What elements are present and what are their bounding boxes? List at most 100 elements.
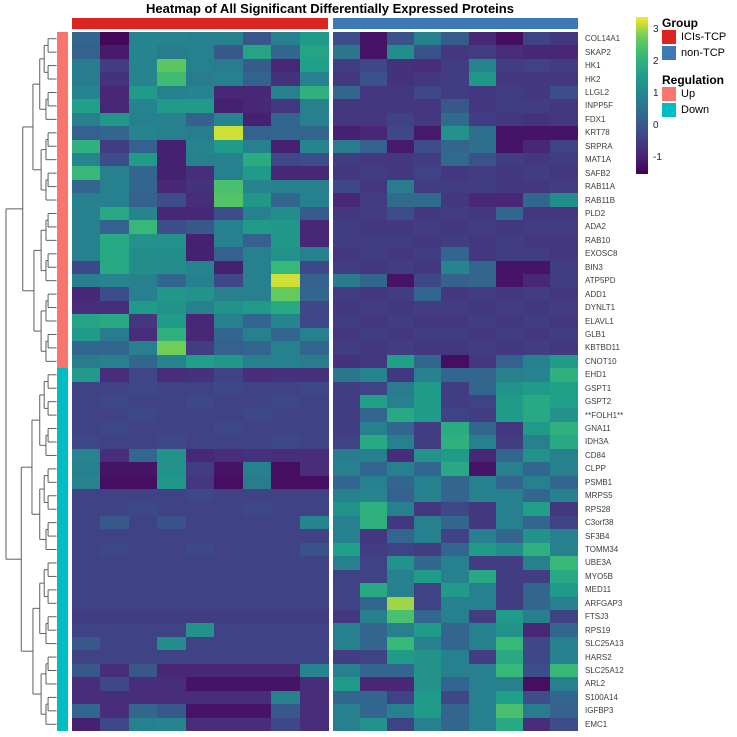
- heatmap-cell: [214, 475, 243, 490]
- heatmap-cell: [71, 287, 101, 302]
- heatmap-cell: [299, 596, 329, 611]
- heatmap-cell: [332, 368, 361, 382]
- heatmap-cell: [468, 260, 497, 275]
- heatmap-cell: [414, 421, 442, 436]
- row-label: COL14A1: [585, 34, 621, 44]
- heatmap-cell: [523, 556, 551, 571]
- heatmap-cell: [332, 475, 361, 490]
- heatmap-cell: [550, 58, 578, 73]
- heatmap-cell: [550, 206, 578, 221]
- heatmap-cell: [468, 112, 497, 127]
- heatmap-cell: [495, 247, 524, 261]
- heatmap-cell: [128, 663, 158, 678]
- heatmap-cell: [71, 152, 101, 167]
- heatmap-cell: [299, 448, 329, 463]
- heatmap-cell: [157, 448, 186, 463]
- heatmap-cell: [71, 58, 101, 73]
- heatmap-cell: [332, 529, 361, 544]
- heatmap-cell: [550, 636, 578, 651]
- heatmap-cell: [157, 85, 186, 100]
- heatmap-cell: [271, 677, 300, 692]
- heatmap-cell: [414, 623, 442, 638]
- heatmap-cell: [242, 394, 272, 409]
- heatmap-cell: [414, 300, 442, 315]
- heatmap-cell: [359, 126, 388, 141]
- heatmap-cell: [71, 32, 101, 46]
- heatmap-cell: [414, 690, 442, 705]
- heatmap-cell: [214, 529, 243, 544]
- heatmap-cell: [71, 327, 101, 342]
- heatmap-cell: [100, 623, 129, 638]
- heatmap-cell: [495, 704, 524, 719]
- heatmap-cell: [271, 300, 300, 315]
- heatmap-cell: [214, 421, 243, 436]
- heatmap-cell: [523, 368, 551, 382]
- row-label: PLD2: [585, 208, 606, 218]
- heatmap-cell: [214, 152, 243, 167]
- heatmap-cell: [185, 72, 215, 87]
- heatmap-cell: [468, 45, 497, 60]
- heatmap-cell: [414, 341, 442, 356]
- heatmap-cell: [550, 556, 578, 571]
- heatmap-cell: [299, 502, 329, 517]
- heatmap-cell: [100, 247, 129, 261]
- heatmap-cell: [128, 502, 158, 517]
- heatmap-cell: [550, 596, 578, 611]
- heatmap-cell: [523, 448, 551, 463]
- heatmap-cell: [157, 623, 186, 638]
- heatmap-cell: [550, 435, 578, 450]
- heatmap-cell: [157, 542, 186, 557]
- heatmap-cell: [468, 314, 497, 329]
- heatmap-cell: [157, 179, 186, 194]
- heatmap-cell: [214, 381, 243, 396]
- heatmap-cell: [359, 502, 388, 517]
- heatmap-cell: [214, 247, 243, 261]
- heatmap-cell: [523, 515, 551, 530]
- heatmap-cell: [332, 677, 361, 692]
- heatmap-cell: [441, 408, 470, 423]
- heatmap-cell: [523, 529, 551, 544]
- heatmap-cell: [271, 448, 300, 463]
- heatmap-cell: [185, 85, 215, 100]
- heatmap-cell: [242, 502, 272, 517]
- heatmap-cell: [386, 515, 415, 530]
- heatmap-cell: [214, 677, 243, 692]
- regulation-bar-down: [57, 368, 68, 731]
- heatmap-cell: [214, 650, 243, 665]
- heatmap-cell: [441, 287, 470, 302]
- heatmap-cell: [128, 112, 158, 127]
- heatmap-cell: [128, 394, 158, 409]
- heatmap-cell: [128, 45, 158, 60]
- heatmap-cell: [523, 193, 551, 208]
- heatmap-cell: [185, 126, 215, 141]
- heatmap-cell: [332, 112, 361, 127]
- heatmap-cell: [100, 327, 129, 342]
- heatmap-cell: [128, 381, 158, 396]
- heatmap-cell: [271, 623, 300, 638]
- heatmap-cell: [100, 126, 129, 141]
- heatmap-cell: [441, 462, 470, 477]
- heatmap-cell: [185, 435, 215, 450]
- heatmap-cell: [468, 206, 497, 221]
- heatmap-cell: [523, 475, 551, 490]
- heatmap-cell: [128, 583, 158, 598]
- heatmap-cell: [495, 435, 524, 450]
- heatmap-cell: [468, 179, 497, 194]
- heatmap-cell: [128, 126, 158, 141]
- heatmap-cell: [271, 166, 300, 181]
- heatmap-cell: [299, 166, 329, 181]
- heatmap-cell: [242, 448, 272, 463]
- heatmap-cell: [332, 247, 361, 261]
- heatmap-cell: [386, 99, 415, 114]
- heatmap-cell: [242, 408, 272, 423]
- heatmap-cell: [495, 717, 524, 732]
- heatmap-cell: [157, 569, 186, 584]
- heatmap-cell: [468, 529, 497, 544]
- heatmap-cell: [71, 502, 101, 517]
- heatmap-cell: [299, 126, 329, 141]
- heatmap-cell: [495, 569, 524, 584]
- heatmap-cell: [271, 45, 300, 60]
- heatmap-cell: [214, 596, 243, 611]
- heatmap-cell: [468, 220, 497, 235]
- heatmap-cell: [271, 394, 300, 409]
